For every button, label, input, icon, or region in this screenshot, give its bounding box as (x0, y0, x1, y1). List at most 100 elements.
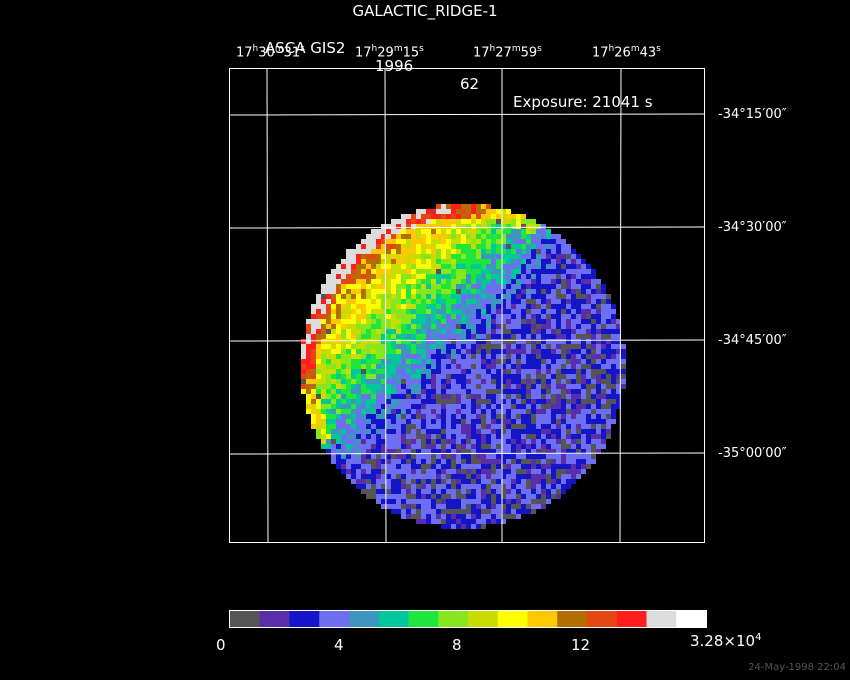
map-pixel (331, 304, 336, 309)
map-pixel (486, 489, 491, 494)
map-pixel (531, 339, 536, 344)
map-pixel (461, 219, 466, 224)
map-pixel (421, 354, 426, 359)
map-pixel (436, 404, 441, 409)
map-pixel (511, 509, 516, 514)
map-pixel (381, 359, 386, 364)
map-pixel (456, 309, 461, 314)
map-pixel (551, 289, 556, 294)
map-pixel (341, 289, 346, 294)
map-pixel (491, 489, 496, 494)
map-pixel (426, 309, 431, 314)
map-pixel (596, 394, 601, 399)
map-pixel (421, 259, 426, 264)
map-pixel (331, 314, 336, 319)
map-pixel (501, 514, 506, 519)
colorbar-swatch (349, 611, 380, 627)
map-pixel (351, 474, 356, 479)
map-pixel (476, 209, 481, 214)
map-pixel (451, 264, 456, 269)
map-pixel (501, 219, 506, 224)
map-pixel (436, 474, 441, 479)
map-pixel (341, 379, 346, 384)
map-pixel (511, 294, 516, 299)
map-pixel (366, 379, 371, 384)
map-pixel (471, 244, 476, 249)
map-pixel (386, 389, 391, 394)
map-pixel (336, 424, 341, 429)
map-pixel (356, 364, 361, 369)
map-pixel (386, 404, 391, 409)
map-pixel (351, 294, 356, 299)
map-pixel (516, 274, 521, 279)
map-pixel (506, 419, 511, 424)
map-pixel (471, 489, 476, 494)
map-pixel (561, 299, 566, 304)
map-pixel (386, 499, 391, 504)
map-pixel (436, 389, 441, 394)
map-pixel (411, 349, 416, 354)
map-pixel (356, 434, 361, 439)
map-pixel (431, 314, 436, 319)
map-pixel (561, 469, 566, 474)
map-pixel (556, 414, 561, 419)
map-pixel (506, 284, 511, 289)
map-pixel (486, 424, 491, 429)
map-pixel (351, 469, 356, 474)
map-pixel (481, 474, 486, 479)
coordinate-grid (229, 68, 705, 543)
map-pixel (456, 284, 461, 289)
map-pixel (581, 444, 586, 449)
map-pixel (421, 479, 426, 484)
map-pixel (571, 449, 576, 454)
map-pixel (406, 249, 411, 254)
map-pixel (546, 359, 551, 364)
map-pixel (396, 264, 401, 269)
map-pixel (486, 444, 491, 449)
map-pixel (361, 374, 366, 379)
map-pixel (521, 244, 526, 249)
map-pixel (471, 394, 476, 399)
map-pixel (476, 329, 481, 334)
map-pixel (461, 514, 466, 519)
map-pixel (536, 264, 541, 269)
map-pixel (411, 304, 416, 309)
map-pixel (561, 369, 566, 374)
map-pixel (501, 269, 506, 274)
map-pixel (336, 299, 341, 304)
map-pixel (516, 264, 521, 269)
map-pixel (511, 399, 516, 404)
map-pixel (431, 344, 436, 349)
map-pixel (401, 434, 406, 439)
map-pixel (391, 364, 396, 369)
map-pixel (381, 409, 386, 414)
map-pixel (471, 384, 476, 389)
map-pixel (576, 454, 581, 459)
map-pixel (501, 414, 506, 419)
map-pixel (461, 474, 466, 479)
colorbar-swatch (527, 611, 558, 627)
map-pixel (331, 339, 336, 344)
map-pixel (386, 329, 391, 334)
map-pixel (356, 374, 361, 379)
map-pixel (486, 464, 491, 469)
map-pixel (436, 414, 441, 419)
map-pixel (371, 384, 376, 389)
map-pixel (396, 369, 401, 374)
map-pixel (576, 289, 581, 294)
map-pixel (326, 279, 331, 284)
map-pixel (476, 234, 481, 239)
map-pixel (551, 239, 556, 244)
map-pixel (476, 404, 481, 409)
map-pixel (471, 444, 476, 449)
map-pixel (481, 269, 486, 274)
map-pixel (496, 469, 501, 474)
map-pixel (521, 479, 526, 484)
map-pixel (486, 209, 491, 214)
map-pixel (321, 339, 326, 344)
map-pixel (376, 359, 381, 364)
map-pixel (601, 409, 606, 414)
map-pixel (591, 394, 596, 399)
map-pixel (486, 324, 491, 329)
map-pixel (436, 319, 441, 324)
